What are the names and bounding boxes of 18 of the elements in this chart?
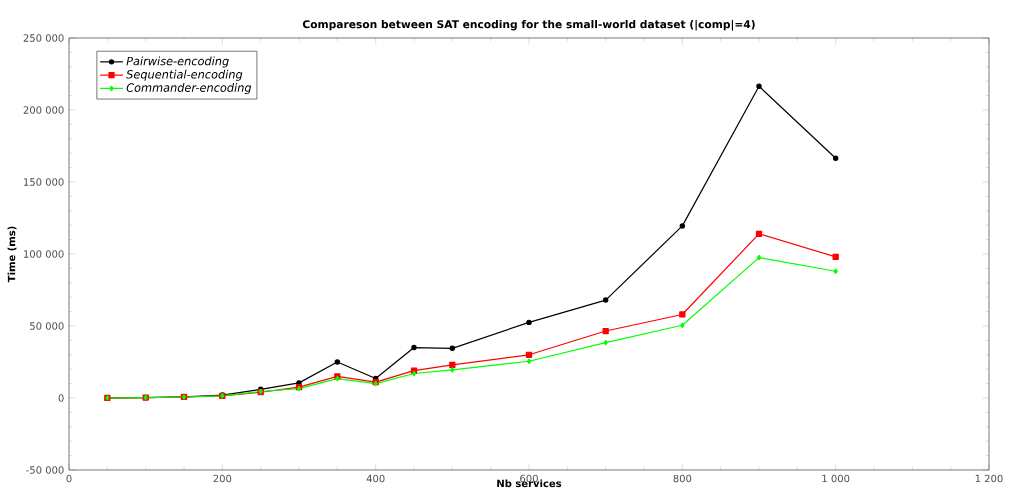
- y-tick-label: 0: [58, 394, 64, 402]
- x-tick-label: 800: [673, 474, 692, 483]
- legend-label: Sequential-encoding: [126, 69, 243, 81]
- x-tick-label: 1 000: [822, 474, 850, 483]
- y-tick-label: 250 000: [23, 34, 64, 42]
- x-tick-label: 0: [66, 474, 72, 483]
- legend-label: Commander-encoding: [126, 83, 252, 95]
- chart-title: Compareson between SAT encoding for the small-world dataset (|comp|=4): [302, 19, 755, 31]
- y-tick-label: -50 000: [26, 466, 64, 474]
- x-tick-label: 200: [213, 474, 232, 483]
- y-tick-label: 100 000: [24, 250, 64, 258]
- y-tick-label: 200 000: [23, 106, 64, 114]
- x-tick-label: 400: [366, 474, 385, 483]
- x-tick-label: 1 200: [975, 474, 1003, 483]
- y-tick-label: 150 000: [24, 178, 64, 186]
- y-tick-label: 50 000: [30, 322, 64, 330]
- y-axis-title: Time (ms): [7, 226, 17, 283]
- legend-label: Pairwise-encoding: [126, 56, 229, 68]
